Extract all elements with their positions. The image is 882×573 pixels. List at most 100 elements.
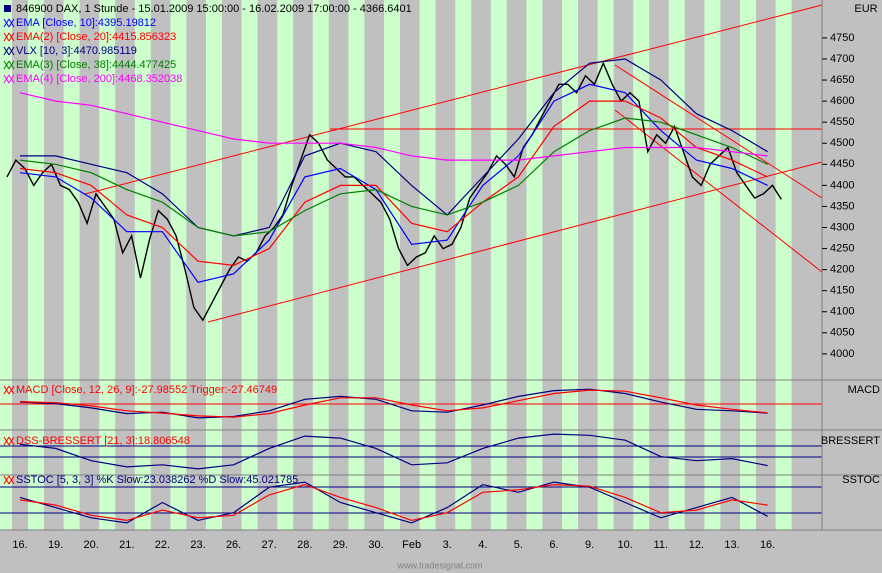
panel-label: MACD [848, 384, 880, 396]
series-line [19, 117, 768, 237]
series-line [20, 58, 768, 237]
x-tick-label: 26. [226, 539, 241, 551]
y-tick-label: 4300 [830, 221, 854, 233]
session-stripe [384, 0, 400, 530]
x-tick-label: 22. [155, 539, 170, 551]
panel-label: BRESSERT [821, 435, 880, 447]
chart-title: 846900 DAX, 1 Stunde - 15.01.2009 15:00:… [16, 3, 412, 15]
x-tick-label: 16. [12, 539, 27, 551]
legend-icon [8, 32, 15, 42]
y-tick-label: 4550 [830, 116, 854, 128]
legend-entry: VLX [10, 3]:4470.985119 [16, 45, 137, 57]
legend-icon [3, 46, 10, 56]
y-tick-label: 4150 [830, 285, 854, 297]
trend-line [614, 64, 823, 199]
series-line [19, 483, 768, 522]
legend-icon [8, 18, 15, 28]
panel-title: MACD [Close, 12, 26, 9]:-27.98552 Trigge… [16, 384, 277, 396]
legend-entry: EMA(2) [Close, 20]:4415.856323 [16, 31, 176, 43]
session-stripe [170, 0, 187, 530]
legend-icon [3, 475, 10, 485]
panel-title: DSS-BRESSERT [21, 3]:18.806548 [16, 435, 190, 447]
x-tick-label: 11. [654, 539, 668, 551]
session-stripe [134, 0, 151, 530]
panel-label: SSTOC [842, 474, 880, 486]
session-stripes [0, 0, 792, 530]
legend-icon [8, 475, 15, 485]
y-tick-label: 4600 [830, 95, 854, 107]
trend-lines [0, 4, 823, 514]
session-stripe [241, 0, 258, 530]
session-stripe [455, 0, 472, 530]
y-tick-label: 4500 [830, 137, 854, 149]
y-tick-label: 4250 [830, 242, 854, 254]
y-tick-label: 4700 [830, 53, 854, 65]
trend-line [614, 109, 823, 273]
x-tick-label: 21. [119, 539, 134, 551]
legend-icon [8, 60, 15, 70]
session-stripe [206, 0, 222, 530]
legend-icon [3, 74, 10, 84]
session-stripe [28, 0, 44, 530]
x-tick-label: 30. [368, 539, 383, 551]
y-tick-label: 4350 [830, 200, 854, 212]
legend-entry: EMA(4) [Close, 200]:4468.352038 [16, 73, 182, 85]
legend-icon [3, 32, 10, 42]
legend-icon [8, 385, 15, 395]
session-stripe [348, 0, 365, 530]
legend-icon [8, 74, 15, 84]
session-stripe [490, 0, 507, 530]
session-stripe [312, 0, 329, 530]
x-tick-label: 3. [443, 539, 452, 551]
session-stripe [562, 0, 578, 530]
session-stripe [99, 0, 116, 530]
y-tick-label: 4450 [830, 158, 854, 170]
x-tick-label: 23. [190, 539, 205, 551]
legend-entry: EMA(3) [Close, 38]:4444.477425 [16, 59, 176, 71]
x-tick-label: 19. [48, 539, 63, 551]
x-tick-label: 4. [478, 539, 487, 551]
series-line [19, 83, 768, 283]
session-stripe [277, 0, 294, 530]
session-stripe [633, 0, 650, 530]
x-tick-label: 27. [262, 539, 277, 551]
x-tick-label: 10. [618, 539, 633, 551]
series-line [19, 433, 768, 470]
y-tick-label: 4100 [830, 306, 854, 318]
series-line [19, 92, 768, 161]
x-tick-label: 20. [84, 539, 99, 551]
x-tick-label: Feb [402, 539, 421, 551]
session-stripe [597, 0, 614, 530]
legend-icon [3, 385, 10, 395]
x-tick-label: 6. [549, 539, 558, 551]
panel-title: SSTOC [5, 3, 3] %K Slow:23.038262 %D Slo… [16, 474, 298, 486]
legend-icon [8, 436, 15, 446]
price-line [6, 61, 782, 322]
legend-icon [3, 60, 10, 70]
x-tick-label: 13. [724, 539, 739, 551]
y-tick-label: 4200 [830, 264, 854, 276]
legend-icon [3, 18, 10, 28]
series-line [19, 481, 768, 524]
x-tick-label: 5. [514, 539, 523, 551]
legend-icon [4, 5, 11, 12]
x-tick-label: 12. [689, 539, 704, 551]
session-stripe [526, 0, 543, 530]
series-line [19, 389, 768, 418]
trend-line [207, 161, 823, 323]
y-tick-label: 4050 [830, 327, 854, 339]
trend-line [84, 4, 823, 195]
unit-label: EUR [854, 3, 877, 15]
series-line [19, 100, 768, 267]
x-tick-label: 29. [333, 539, 348, 551]
y-tick-label: 4750 [830, 32, 854, 44]
footer: www.tradesignal.com [396, 560, 482, 570]
session-stripe [704, 0, 721, 530]
panel-frame [0, 0, 882, 531]
x-tick-label: 16. [760, 539, 775, 551]
session-stripe [668, 0, 685, 530]
session-stripe [0, 0, 12, 530]
session-stripe [740, 0, 756, 530]
